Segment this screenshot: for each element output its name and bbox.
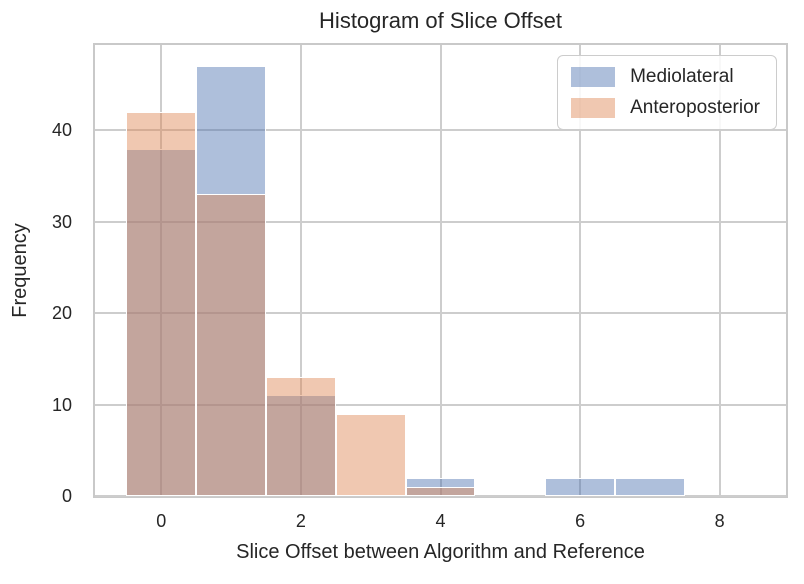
plot-area: Mediolateral Anteroposterior xyxy=(93,43,788,498)
x-gridline xyxy=(439,45,442,496)
bar-mediolateral-bin2 xyxy=(266,395,336,496)
y-tick-label: 0 xyxy=(61,486,72,506)
chart-title: Histogram of Slice Offset xyxy=(319,8,562,33)
x-tick-label: 6 xyxy=(575,511,586,531)
y-tick-label: 30 xyxy=(51,211,72,232)
bar-anteroposterior-bin1 xyxy=(196,194,266,496)
bar-mediolateral-bin0 xyxy=(126,148,197,496)
y-axis-ticks: 0 10 20 30 40 xyxy=(0,43,86,506)
legend-item-mediolateral: Mediolateral xyxy=(571,66,760,88)
x-gridline xyxy=(160,45,163,496)
x-gridline xyxy=(718,45,721,496)
x-axis-label: Slice Offset between Algorithm and Refer… xyxy=(236,541,645,563)
x-axis-ticks: 0 2 4 6 8 xyxy=(95,510,786,536)
legend: Mediolateral Anteroposterior xyxy=(557,55,777,130)
bar-anteroposterior-bin0 xyxy=(126,112,197,496)
legend-label-anteroposterior: Anteroposterior xyxy=(630,97,760,118)
bar-anteroposterior-bin2 xyxy=(266,377,336,496)
bar-anteroposterior-bin3 xyxy=(335,413,406,496)
y-tick-label: 20 xyxy=(51,303,72,324)
legend-swatch-anteroposterior xyxy=(571,98,616,118)
bar-mediolateral-bin7 xyxy=(614,477,685,496)
y-gridline xyxy=(95,495,786,497)
x-tick-label: 2 xyxy=(295,511,306,531)
bar-mediolateral-bin6 xyxy=(545,477,615,496)
legend-label-mediolateral: Mediolateral xyxy=(630,66,734,87)
x-tick-label: 8 xyxy=(714,511,725,531)
x-tick-label: 0 xyxy=(156,511,167,531)
x-gridline xyxy=(579,45,582,496)
y-tick-label: 10 xyxy=(51,394,72,415)
legend-item-anteroposterior: Anteroposterior xyxy=(571,97,760,119)
legend-swatch-mediolateral xyxy=(571,67,616,87)
x-tick-label: 4 xyxy=(435,511,446,531)
bar-anteroposterior-bin4 xyxy=(405,486,476,496)
x-gridline xyxy=(299,45,302,496)
y-tick-label: 40 xyxy=(51,120,72,141)
